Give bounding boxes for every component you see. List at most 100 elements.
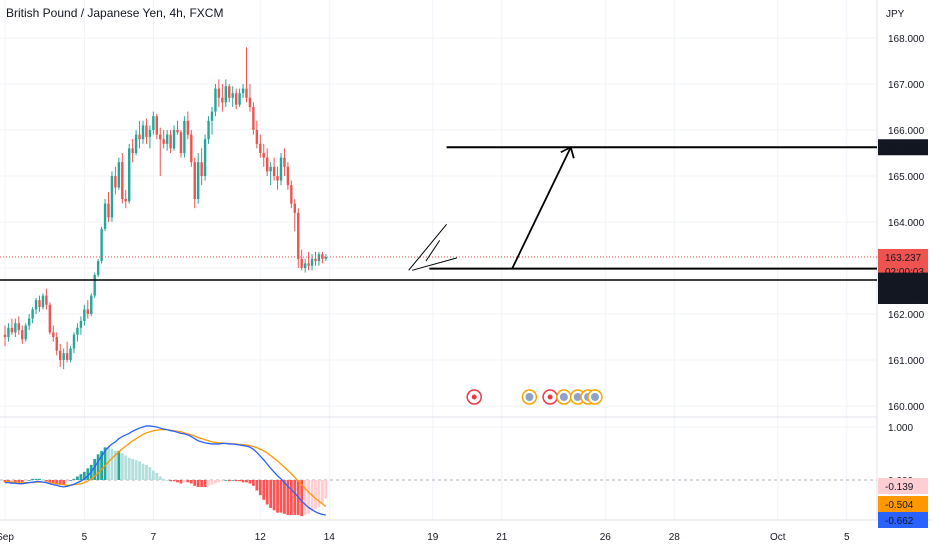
- macd-layer: [3, 425, 328, 517]
- candle-body: [162, 139, 165, 144]
- macd-histogram-bar: [20, 480, 24, 483]
- candle-body: [100, 228, 103, 262]
- macd-histogram-bar: [34, 478, 38, 480]
- macd-histogram-bar: [120, 453, 124, 480]
- candle-body: [324, 256, 328, 259]
- macd-histogram-bar: [231, 480, 235, 481]
- candle-body: [10, 327, 14, 333]
- event-flag-icon: [547, 394, 553, 400]
- candle-body: [86, 309, 89, 314]
- macd-tick-label: 1.000: [888, 423, 913, 434]
- price-tick-label: 164.000: [888, 218, 925, 229]
- macd-histogram-bar: [145, 464, 148, 480]
- candle-body: [55, 337, 58, 351]
- candle-body: [59, 350, 62, 360]
- macd-histogram-bar: [283, 480, 286, 514]
- candle-body: [303, 263, 307, 268]
- candle-body: [69, 348, 72, 360]
- candle-body: [121, 162, 124, 199]
- candle-body: [62, 353, 65, 360]
- macd-value-label: -0.504: [885, 500, 914, 511]
- candle-body: [148, 130, 152, 137]
- time-tick-label: 5: [82, 532, 88, 543]
- candle-body: [190, 134, 193, 163]
- currency-label: JPY: [886, 9, 905, 20]
- event-flag-icon: [559, 393, 568, 401]
- candle-body: [52, 332, 55, 337]
- candle-body: [245, 88, 248, 98]
- candle-body: [321, 254, 324, 259]
- macd-histogram-bar: [300, 480, 304, 517]
- macd-histogram-bar: [127, 457, 131, 480]
- event-flag-icon: [590, 393, 599, 401]
- event-flag-icon: [471, 394, 477, 400]
- macd-histogram-bar: [24, 480, 28, 482]
- time-tick-label: 26: [600, 532, 612, 543]
- macd-value-label: -0.139: [885, 482, 914, 493]
- candle-body: [297, 212, 300, 259]
- macd-histogram-bar: [317, 480, 321, 507]
- candle-body: [152, 116, 155, 130]
- macd-histogram-bar: [134, 460, 138, 480]
- candle-body: [197, 162, 200, 199]
- candle-body: [186, 120, 190, 135]
- candle-body: [207, 120, 210, 140]
- candle-body: [65, 353, 69, 360]
- macd-histogram-bar: [117, 450, 121, 480]
- candle-body: [141, 125, 145, 140]
- candle-body: [79, 320, 83, 328]
- candle-body: [252, 107, 255, 130]
- arrowhead: [560, 145, 575, 159]
- candle-body: [145, 125, 148, 137]
- candles-layer: [3, 47, 328, 370]
- macd-histogram-bar: [307, 480, 310, 514]
- macd-histogram-bar: [107, 447, 110, 480]
- candle-body: [96, 261, 100, 275]
- candle-body: [290, 185, 293, 204]
- event-flag-icon: [573, 393, 582, 401]
- macd-histogram-bar: [155, 473, 159, 480]
- macd-histogram-bar: [210, 480, 214, 485]
- candle-body: [228, 86, 231, 98]
- candle-body: [224, 86, 227, 103]
- macd-histogram-bar: [269, 480, 273, 508]
- macd-histogram-bar: [203, 480, 207, 487]
- candle-body: [214, 88, 217, 112]
- macd-histogram-bar: [214, 480, 217, 484]
- candle-body: [262, 153, 265, 158]
- projection-arrow: [511, 146, 572, 269]
- target-price-label: 165.625: [885, 143, 922, 154]
- candle-body: [103, 203, 107, 229]
- candle-body: [3, 334, 7, 337]
- macd-histogram-bar: [38, 478, 41, 480]
- candle-body: [217, 88, 221, 98]
- candle-body: [317, 254, 321, 262]
- candle-body: [179, 132, 183, 153]
- candle-body: [272, 166, 276, 176]
- candle-body: [314, 258, 317, 262]
- candle-body: [200, 162, 203, 176]
- macd-histogram-bar: [169, 480, 172, 482]
- macd-histogram-bar: [303, 480, 307, 515]
- support-price-label-box: [878, 288, 928, 305]
- candle-body: [234, 93, 238, 105]
- candle-body: [128, 148, 131, 202]
- time-tick-label: 21: [496, 532, 508, 543]
- macd-histogram-bar: [148, 467, 152, 480]
- macd-histogram-bar: [252, 480, 255, 486]
- macd-histogram-bar: [272, 480, 276, 511]
- time-tick-label: 5: [844, 532, 850, 543]
- macd-histogram-bar: [276, 480, 279, 513]
- macd-histogram-bar: [13, 480, 17, 483]
- time-tick-label: 19: [427, 532, 439, 543]
- macd-histogram-bar: [176, 480, 179, 483]
- macd-histogram-bar: [51, 480, 55, 484]
- macd-histogram-bar: [86, 468, 90, 480]
- macd-histogram-bar: [189, 480, 193, 484]
- price-tick-label: 160.000: [888, 402, 925, 413]
- macd-histogram-bar: [138, 461, 141, 480]
- macd-histogram-bar: [62, 480, 66, 485]
- macd-histogram-bar: [141, 463, 145, 480]
- macd-histogram-bar: [279, 480, 283, 513]
